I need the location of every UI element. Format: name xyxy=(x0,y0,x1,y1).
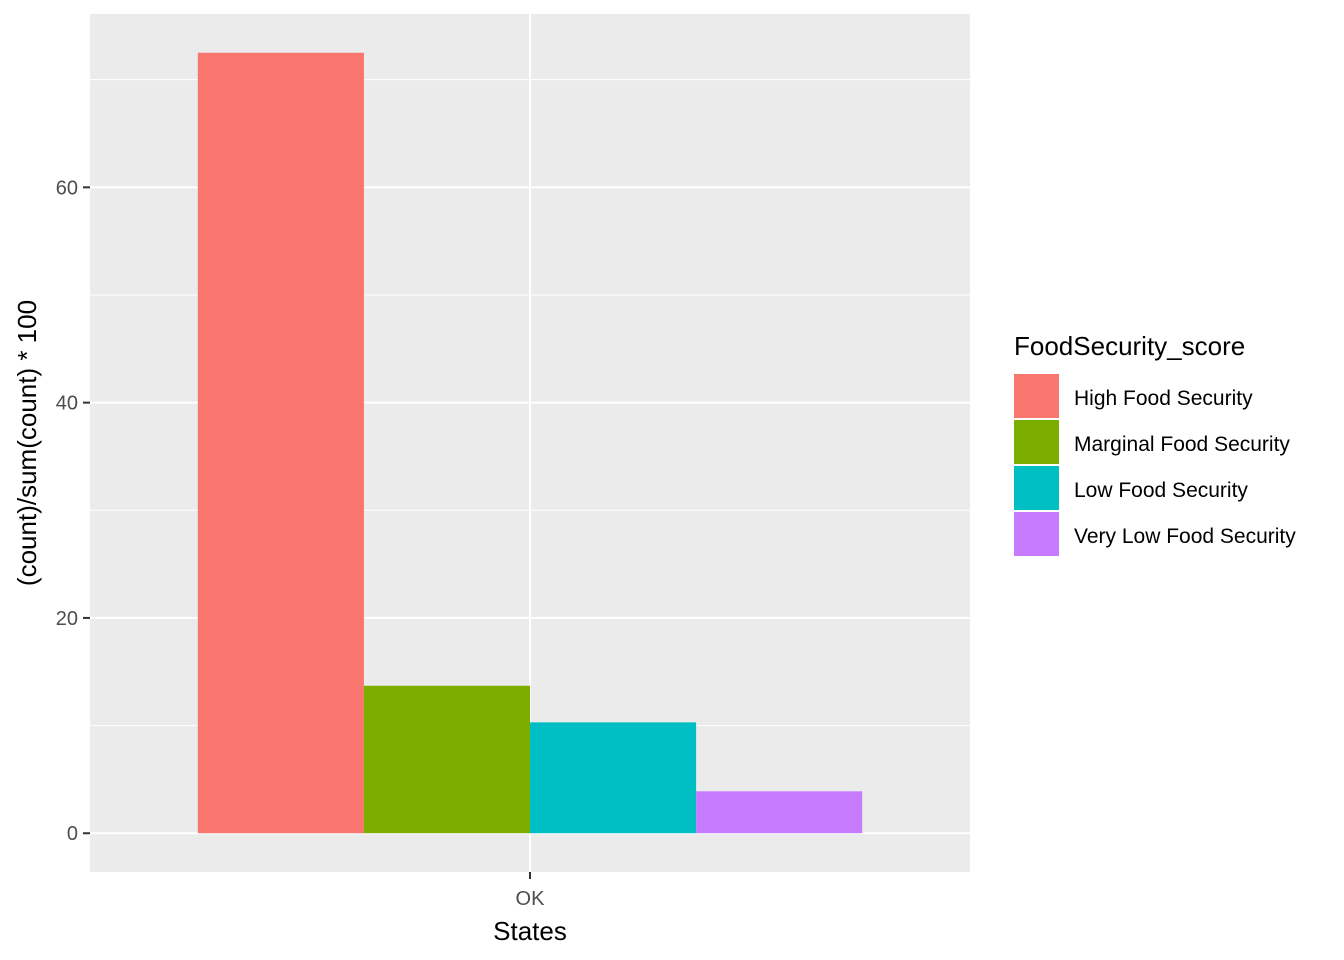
legend-key xyxy=(1014,512,1059,556)
bar-low-food-security xyxy=(530,722,697,834)
legend-title: FoodSecurity_score xyxy=(1014,331,1245,361)
legend-label: Low Food Security xyxy=(1074,479,1248,502)
legend: FoodSecurity_score High Food Security Mar… xyxy=(1014,331,1296,556)
x-axis: OK xyxy=(516,872,546,910)
y-tick-label: 20 xyxy=(56,608,78,630)
y-axis: 0 20 40 60 xyxy=(56,177,90,845)
y-tick-label: 0 xyxy=(67,823,78,845)
y-axis-title: (count)/sum(count) * 100 xyxy=(12,300,42,586)
bar-high-food-security xyxy=(197,52,364,834)
legend-label: Marginal Food Security xyxy=(1074,433,1290,456)
y-tick-label: 40 xyxy=(56,393,78,415)
y-tick-label: 60 xyxy=(56,177,78,199)
legend-label: High Food Security xyxy=(1074,387,1253,410)
legend-label: Very Low Food Security xyxy=(1074,525,1296,548)
x-axis-title: States xyxy=(493,916,567,946)
x-tick-label: OK xyxy=(516,888,546,910)
legend-key xyxy=(1014,466,1059,510)
bars xyxy=(197,52,863,834)
bar-very-low-food-security xyxy=(696,791,863,834)
legend-key xyxy=(1014,420,1059,464)
legend-key xyxy=(1014,374,1059,418)
bar-marginal-food-security xyxy=(363,685,530,834)
